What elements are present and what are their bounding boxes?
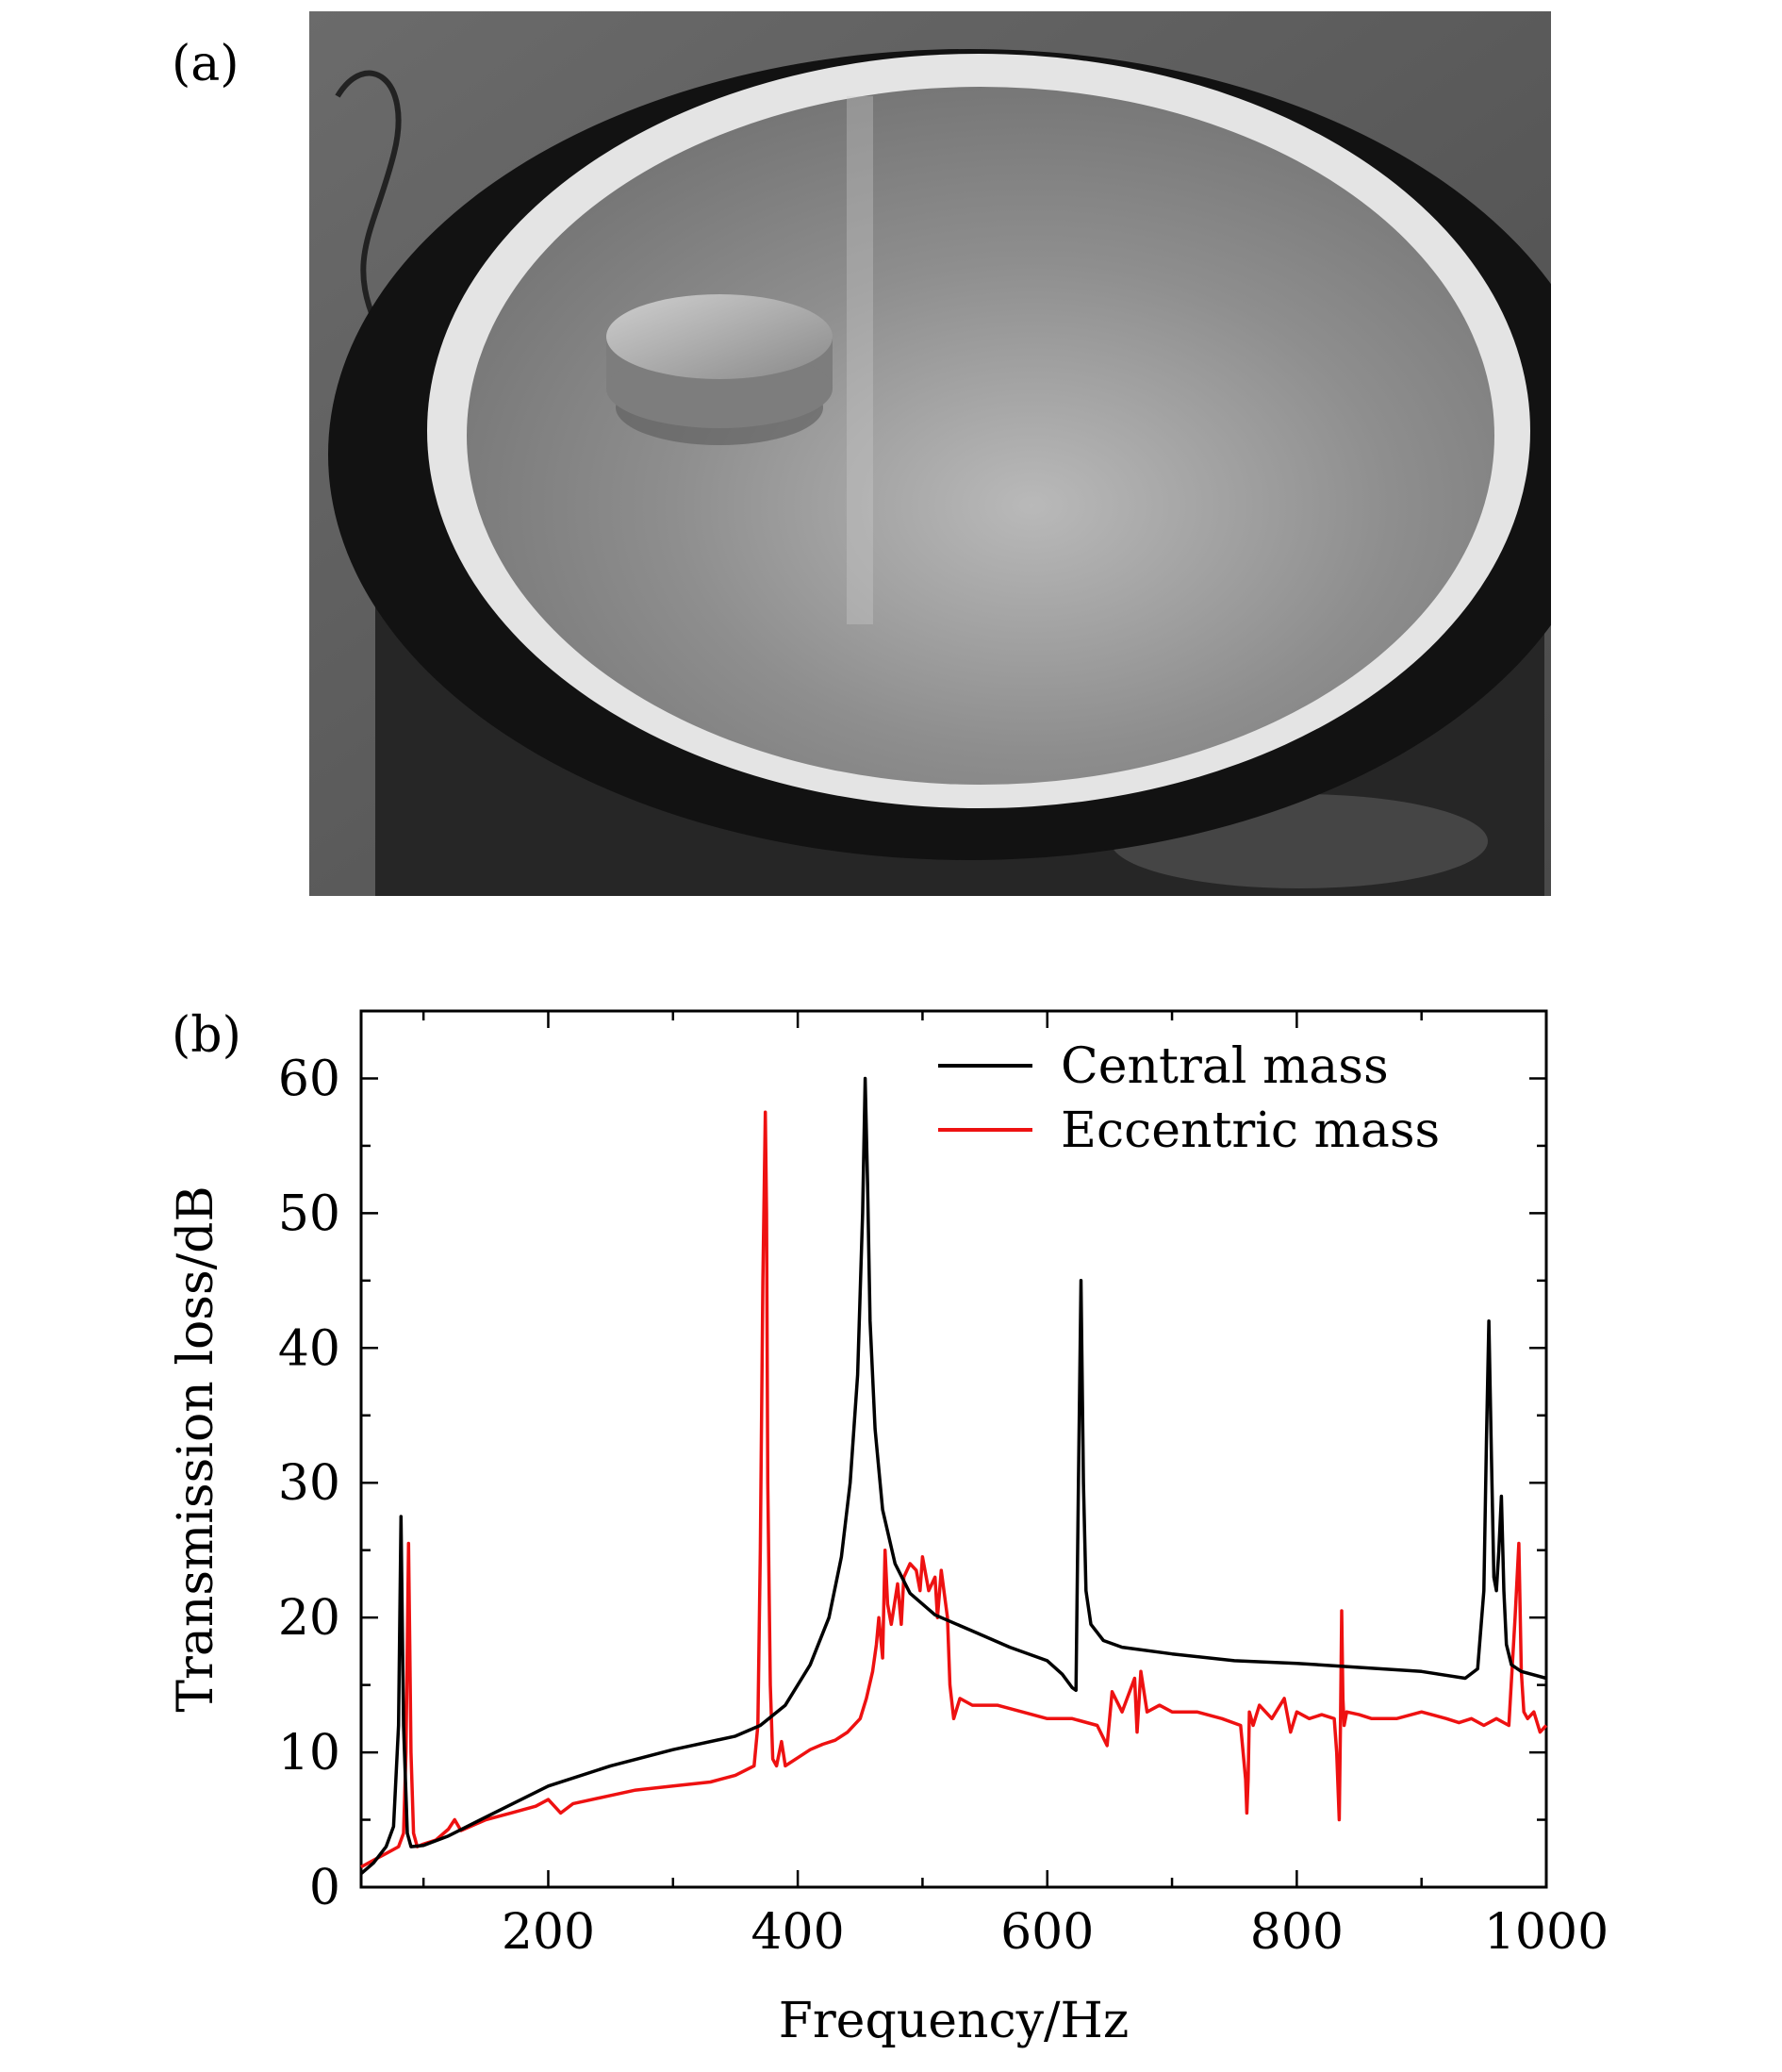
series-layer (359, 1076, 1548, 1876)
y-tick-label: 0 (309, 1860, 340, 1916)
y-tick-label: 40 (278, 1320, 340, 1377)
y-tick-label: 60 (278, 1051, 340, 1107)
y-tick-label: 10 (278, 1725, 340, 1782)
axis-ticks: 200 400 600 800 1000 0 10 20 30 40 50 60 (278, 1009, 1609, 1961)
plot-frame (359, 1009, 1548, 1889)
x-tick-label: 600 (1000, 1904, 1094, 1961)
photo-membrane-reflection (847, 96, 873, 624)
legend-label-eccentric-mass: Eccentric mass (1061, 1102, 1440, 1159)
panel-label-a: (a) (172, 36, 239, 92)
y-tick-label: 20 (278, 1590, 340, 1647)
series-line-central-mass (359, 1076, 1547, 1876)
photo-cable (335, 70, 402, 324)
y-tick-label: 50 (278, 1185, 340, 1242)
x-tick-label: 1000 (1484, 1904, 1609, 1961)
legend: Central mass Eccentric mass (938, 1038, 1440, 1159)
membrane-photo (309, 11, 1551, 896)
photo-eccentric-mass (606, 294, 833, 379)
x-tick-label: 200 (502, 1904, 595, 1961)
x-axis-label: Frequency/Hz (779, 1993, 1130, 2049)
photo-membrane (467, 87, 1494, 785)
y-tick-label: 30 (278, 1455, 340, 1512)
transmission-loss-chart: 200 400 600 800 1000 0 10 20 30 40 50 60 Frequency/… (168, 1009, 1609, 2049)
x-tick-label: 800 (1250, 1904, 1344, 1961)
x-tick-label: 400 (751, 1904, 844, 1961)
legend-label-central-mass: Central mass (1061, 1038, 1389, 1095)
series-line-eccentric-mass (360, 1110, 1548, 1869)
panel-label-b: (b) (172, 1007, 241, 1064)
y-axis-label: Transmission loss/dB (168, 1185, 224, 1712)
